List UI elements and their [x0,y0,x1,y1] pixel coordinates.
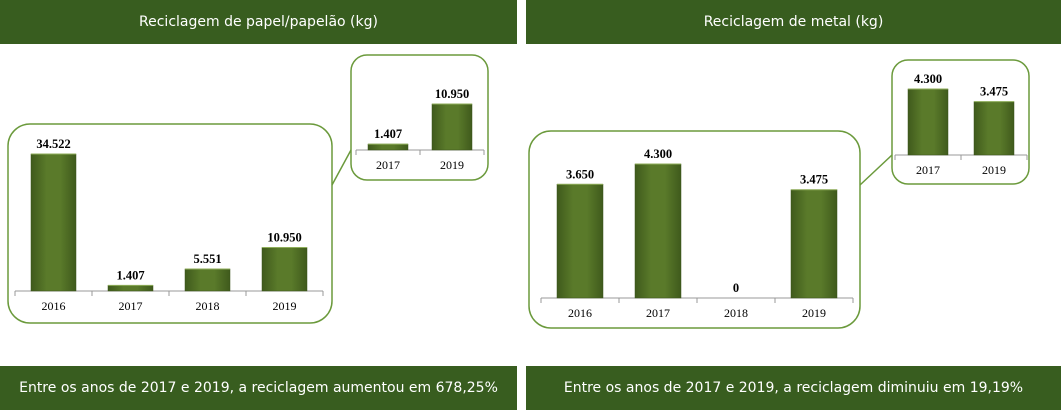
paper-bar-2018 [184,268,231,292]
metal-value-label-2018: 0 [733,281,739,295]
metal-main-frame [528,130,861,329]
metal-inset-tick-label-2019: 2019 [982,163,1006,177]
metal-inset-value-label-2019: 3.475 [980,85,1008,99]
paper-footer-text: Entre os anos de 2017 e 2019, a reciclag… [19,380,498,396]
metal-bar-2017 [634,163,682,299]
paper-value-label-2018: 5.551 [193,252,221,266]
metal-inset-tick-label-2017: 2017 [916,163,940,177]
paper-inset-tick-label-2017: 2017 [376,158,400,172]
paper-inset-bar-2017 [367,143,409,151]
metal-bar-2016 [556,184,604,299]
metal-bar-2019 [790,189,838,299]
metal-footer-banner: Entre os anos de 2017 e 2019, a reciclag… [526,366,1061,410]
paper-tick-label-2019: 2019 [273,299,297,313]
paper-inset-value-label-2017: 1.407 [374,127,402,141]
paper-value-label-2017: 1.407 [116,268,144,282]
paper-value-label-2019: 10.950 [267,231,301,245]
metal-value-label-2019: 3.475 [800,173,828,187]
metal-value-label-2017: 4.300 [644,147,672,161]
paper-main-frame [7,123,333,324]
paper-inset-bar-2019 [431,103,473,151]
metal-tick-label-2018: 2018 [724,306,748,320]
metal-tick-label-2017: 2017 [646,306,670,320]
metal-inset-connector [859,154,893,186]
paper-bar-2019 [261,247,308,292]
paper-inset-tick-label-2019: 2019 [440,158,464,172]
metal-chart-title: Reciclagem de metal (kg) [703,14,884,30]
paper-tick-label-2016: 2016 [42,299,66,313]
metal-inset-bar-2017 [907,88,949,156]
paper-footer-banner: Entre os anos de 2017 e 2019, a reciclag… [0,366,517,410]
metal-footer-text: Entre os anos de 2017 e 2019, a reciclag… [563,380,1024,396]
paper-chart-title-banner: Reciclagem de papel/papelão (kg) [0,0,517,44]
paper-tick-label-2017: 2017 [119,299,143,313]
paper-value-label-2016: 34.522 [36,137,70,151]
metal-value-label-2016: 3.650 [566,167,594,181]
paper-tick-label-2018: 2018 [196,299,220,313]
paper-bar-2017 [107,285,154,292]
paper-inset-connector [331,149,352,186]
paper-bar-2016 [30,153,77,292]
metal-chart-title-banner: Reciclagem de metal (kg) [526,0,1061,44]
metal-tick-label-2016: 2016 [568,306,592,320]
metal-inset-value-label-2017: 4.300 [914,72,942,86]
metal-tick-label-2019: 2019 [802,306,826,320]
metal-inset-bar-2019 [973,101,1015,156]
paper-chart-title: Reciclagem de papel/papelão (kg) [139,14,378,30]
paper-inset-value-label-2019: 10.950 [435,87,469,101]
